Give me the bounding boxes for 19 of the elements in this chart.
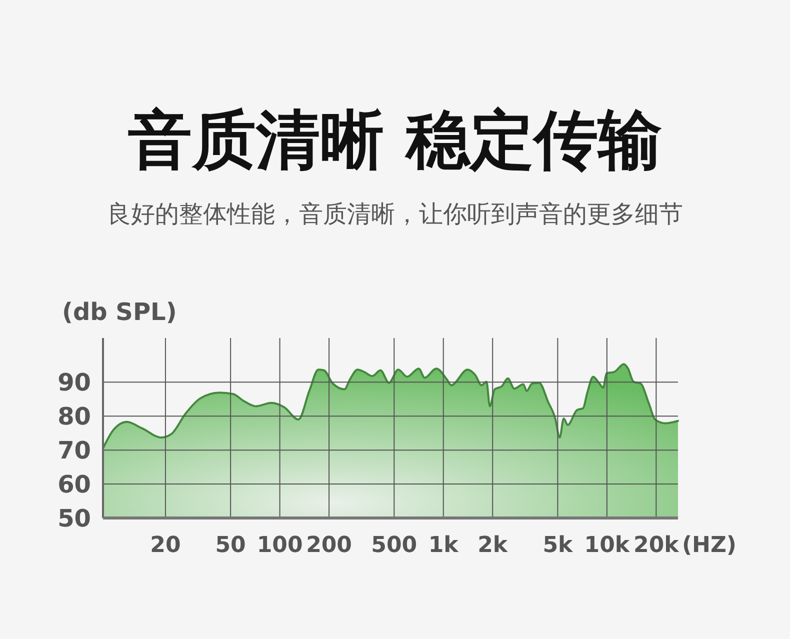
y-axis-title: (db SPL) xyxy=(62,298,177,326)
x-tick-label: 20 xyxy=(150,533,181,558)
x-tick-label: 100 xyxy=(256,533,303,558)
y-tick-label: 60 xyxy=(58,470,91,498)
y-tick-label: 50 xyxy=(58,504,91,532)
x-tick-label: 2k xyxy=(478,533,509,558)
x-tick-label: 200 xyxy=(306,533,352,558)
y-tick-label: 70 xyxy=(58,436,91,464)
x-axis-title: (HZ) xyxy=(682,533,736,558)
y-tick-label: 90 xyxy=(58,368,91,397)
x-tick-label: 50 xyxy=(215,533,246,558)
x-tick-label: 5k xyxy=(542,533,574,558)
x-tick-label: 10k xyxy=(584,533,631,558)
x-tick-label: 1k xyxy=(428,533,460,558)
x-tick-label: 20k xyxy=(634,533,680,558)
y-tick-label: 80 xyxy=(58,402,91,431)
chart-title: 音质清晰 稳定传输 xyxy=(128,104,662,178)
chart-subtitle: 良好的整体性能，音质清晰，让你听到声音的更多细节 xyxy=(107,200,683,228)
x-tick-label: 500 xyxy=(371,533,418,558)
